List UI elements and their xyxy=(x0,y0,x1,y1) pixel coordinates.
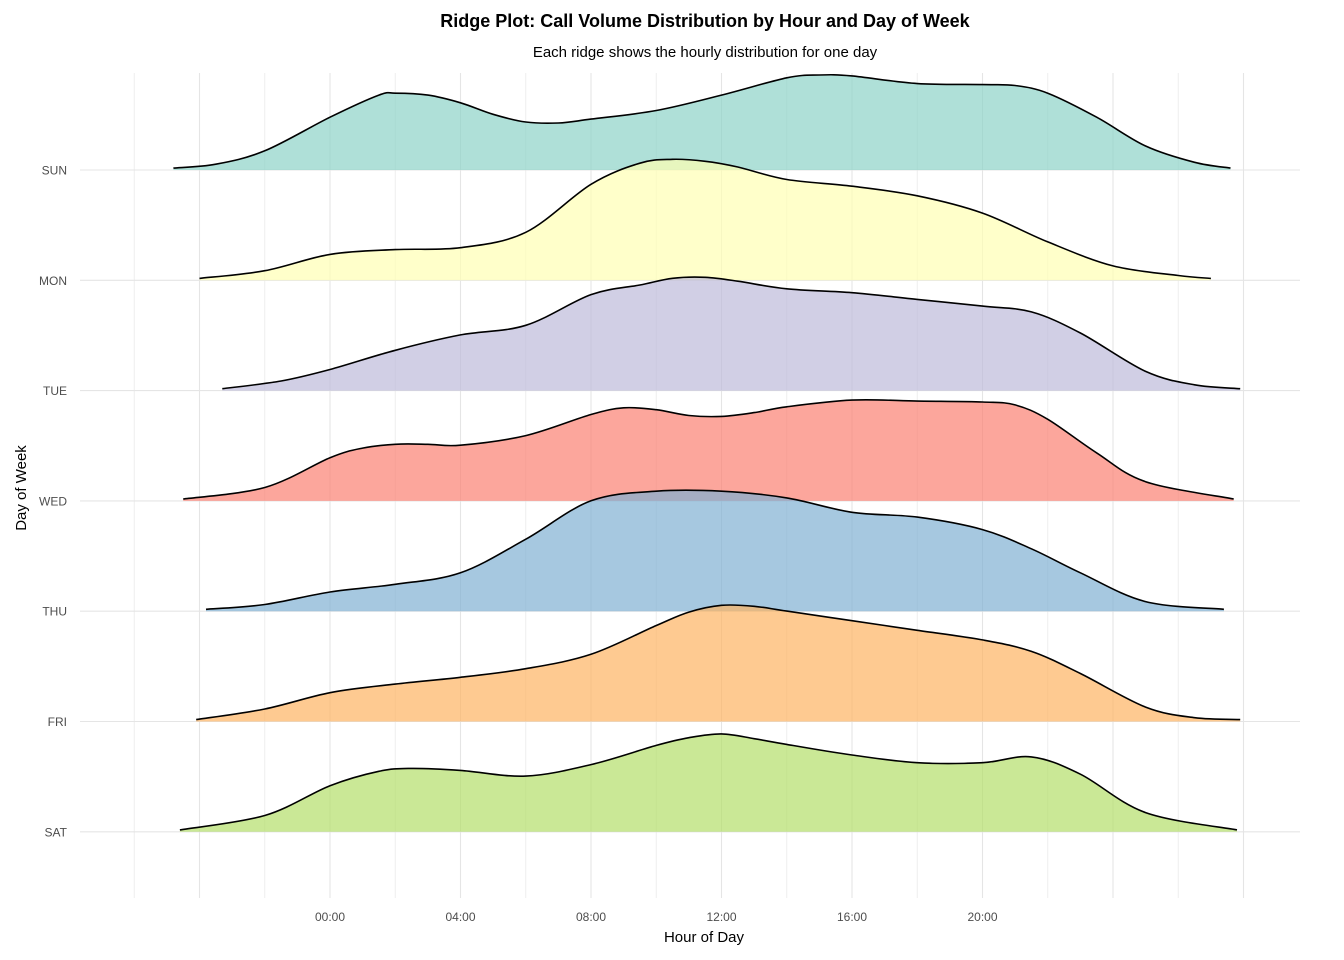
chart-subtitle: Each ridge shows the hourly distribution… xyxy=(533,44,878,61)
ridge-line-sat xyxy=(179,733,1238,831)
ridge-fill-tue xyxy=(222,277,1241,391)
y-axis-title: Day of Week xyxy=(13,445,30,531)
x-tick-label: 08:00 xyxy=(576,910,606,924)
y-tick-label: SUN xyxy=(42,164,67,178)
ridges-layer xyxy=(173,73,1241,832)
ridge-line-tue xyxy=(222,276,1241,390)
x-tick-label: 20:00 xyxy=(967,910,997,924)
ridge-fill-sat xyxy=(179,733,1237,832)
x-tick-labels: 00:00 04:00 08:00 12:00 16:00 20:00 xyxy=(315,910,998,924)
ridge-line-thu xyxy=(205,489,1224,611)
ridge-fill-thu xyxy=(206,490,1224,612)
ridge-fill-fri xyxy=(196,604,1241,722)
y-tick-label: MON xyxy=(39,274,67,288)
y-tick-label: THU xyxy=(42,605,67,619)
x-tick-label: 04:00 xyxy=(445,910,475,924)
y-tick-labels: SUN MON TUE WED THU FRI SAT xyxy=(39,164,68,840)
ridge-line-mon xyxy=(199,158,1211,280)
x-tick-label: 00:00 xyxy=(315,910,345,924)
ridge-line-fri xyxy=(196,604,1241,721)
y-tick-label: FRI xyxy=(48,715,67,729)
ridge-line-wed xyxy=(183,398,1234,500)
ridge-fill-sun xyxy=(173,74,1231,170)
ridge-fill-wed xyxy=(183,399,1234,501)
ridge-line-sun xyxy=(173,73,1231,169)
x-tick-label: 12:00 xyxy=(706,910,736,924)
x-axis-title: Hour of Day xyxy=(664,929,745,946)
y-tick-label: WED xyxy=(39,494,67,508)
ridge-fill-mon xyxy=(199,159,1211,281)
y-tick-label: SAT xyxy=(45,825,68,839)
y-tick-label: TUE xyxy=(43,384,67,398)
chart-title: Ridge Plot: Call Volume Distribution by … xyxy=(440,11,970,31)
x-tick-label: 16:00 xyxy=(837,910,867,924)
